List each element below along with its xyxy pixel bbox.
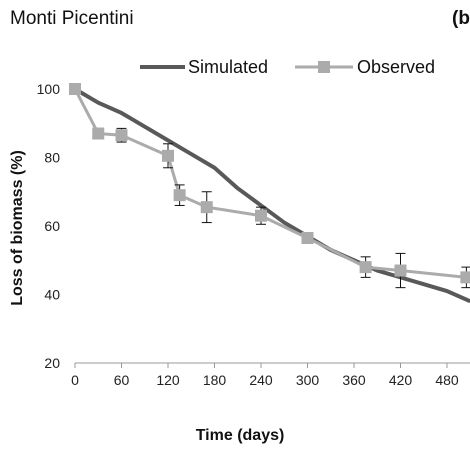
x-tick-label: 120	[156, 372, 180, 388]
y-tick-label: 60	[44, 218, 60, 234]
x-tick-label: 360	[342, 372, 366, 388]
observed-point-marker	[394, 264, 407, 277]
observed-point-marker	[162, 149, 174, 162]
legend: Simulated Observed	[140, 57, 435, 77]
observed-point-marker	[173, 189, 186, 202]
series-line-observed	[73, 88, 467, 279]
observed-point-marker	[92, 127, 105, 140]
y-tick-label: 100	[37, 81, 61, 97]
y-tick-label: 80	[44, 150, 60, 166]
series-line-simulated	[73, 87, 470, 304]
y-tick-label: 40	[44, 287, 60, 303]
site-label: Monti Picentini	[10, 8, 134, 29]
observed-point-marker	[359, 261, 372, 274]
y-axis-label: Loss of biomass (%)	[9, 150, 26, 306]
legend-label-simulated: Simulated	[188, 57, 268, 77]
legend-label-observed: Observed	[357, 57, 435, 77]
observed-point-marker	[301, 231, 314, 244]
x-tick-label: 180	[203, 372, 227, 388]
observed-point-marker	[200, 201, 213, 214]
x-tick-label: 240	[249, 372, 273, 388]
observed-point-marker	[460, 271, 470, 284]
x-tick-label: 0	[71, 372, 79, 388]
observed-point-marker	[115, 129, 128, 142]
legend-marker-observed	[318, 61, 330, 73]
x-tick-label: 420	[389, 372, 413, 388]
x-axis-label: Time (days)	[196, 427, 285, 444]
y-tick-label: 20	[44, 355, 60, 371]
y-axis-ticks: 20 40 60 80 100	[37, 81, 61, 371]
x-tick-label: 480	[435, 372, 459, 388]
x-tick-label: 300	[296, 372, 320, 388]
x-tick-label: 60	[114, 372, 130, 388]
series-layer	[69, 83, 470, 304]
x-axis-ticks: 0 60 120 180 240 300 360 420 480	[71, 363, 459, 388]
observed-point-marker	[255, 209, 267, 222]
panel-label: (b)	[452, 8, 470, 29]
observed-point-marker	[69, 83, 81, 95]
